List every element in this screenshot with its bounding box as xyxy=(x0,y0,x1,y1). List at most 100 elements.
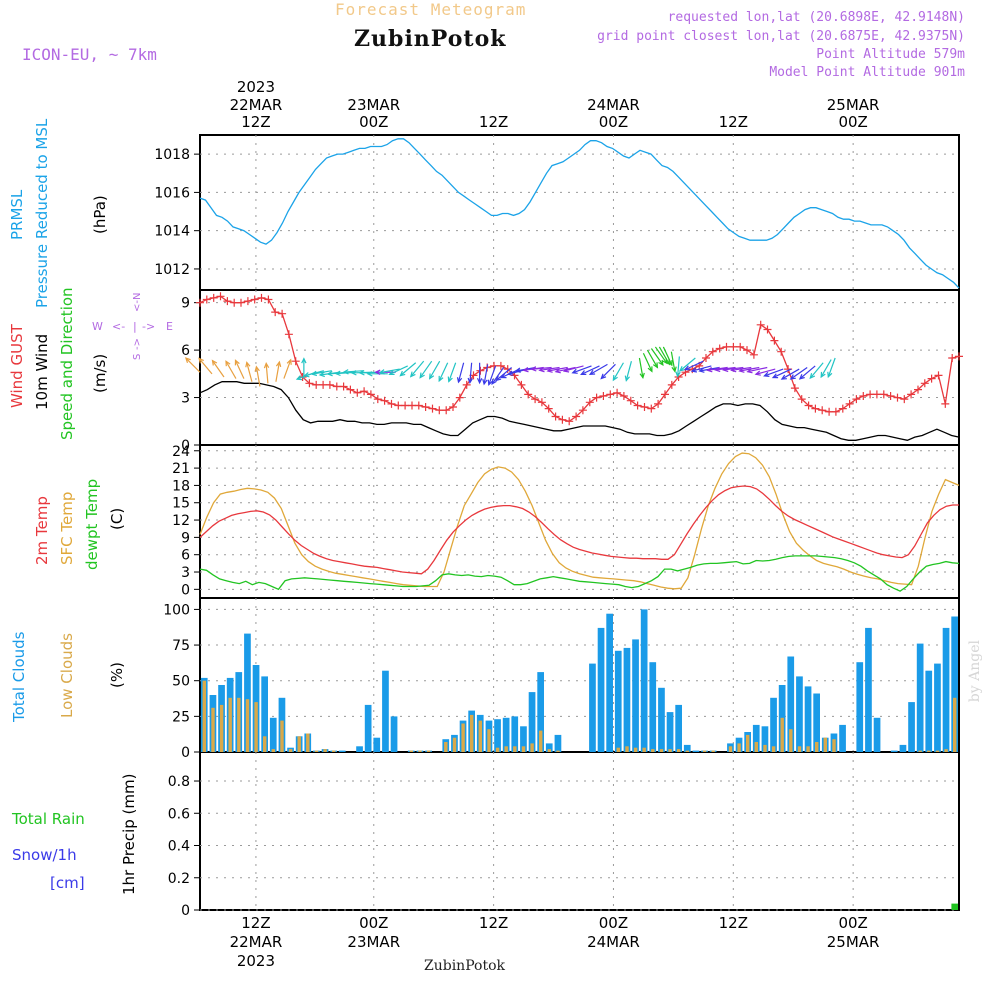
y-tick-label: 1018 xyxy=(154,147,190,163)
wind-arrow xyxy=(658,346,670,365)
wind-arrow xyxy=(691,365,712,372)
gust-marker xyxy=(387,399,396,408)
gust-marker xyxy=(346,385,355,394)
total-cloud-bar xyxy=(511,716,519,752)
wind-arrow xyxy=(572,365,592,374)
y-tick-label: 0 xyxy=(181,582,190,598)
wind-arrow xyxy=(275,361,280,382)
gust-marker xyxy=(756,320,765,329)
wind-arrow xyxy=(234,360,245,379)
low-cloud-bar xyxy=(513,746,517,752)
gust-marker xyxy=(449,403,457,411)
header-title: Forecast Meteogram xyxy=(335,0,527,19)
gust-marker xyxy=(941,399,950,408)
wind-line xyxy=(199,381,960,441)
dewpt-line xyxy=(199,555,960,592)
gust-marker xyxy=(825,407,834,416)
low-cloud-bar xyxy=(556,750,560,752)
gust-marker xyxy=(790,384,799,393)
low-cloud-bar xyxy=(332,750,336,752)
pressure-label-2: Pressure Reduced to MSL xyxy=(33,118,51,308)
total-cloud-bar xyxy=(683,744,691,752)
wind-arrow xyxy=(581,365,600,375)
gust-marker xyxy=(599,392,608,400)
y-tick-label: 0 xyxy=(181,903,190,919)
wind-arrow-head xyxy=(342,369,349,375)
low-cloud-bar xyxy=(539,730,543,752)
pressure-label-1: PRMSL xyxy=(8,189,26,240)
wind-compass: N<-W <- | -> E->S xyxy=(92,293,173,360)
total-cloud-bar xyxy=(899,744,907,752)
y-tick-label: 6 xyxy=(181,548,190,564)
total-cloud-bar xyxy=(942,627,950,752)
wind-arrow-head xyxy=(409,371,416,378)
total-cloud-bar xyxy=(494,719,501,752)
compass-center: | xyxy=(133,320,137,333)
low-cloud-bar xyxy=(495,747,500,752)
wind-arrow-head xyxy=(184,357,191,363)
gust-marker xyxy=(414,401,423,410)
total-cloud-bar xyxy=(934,663,941,752)
low-cloud-bar xyxy=(254,702,258,752)
gust-marker xyxy=(325,380,334,389)
low-cloud-bar xyxy=(426,750,431,752)
wind-arrow-head xyxy=(530,366,537,372)
gust-marker xyxy=(914,385,922,394)
gust-marker xyxy=(237,298,245,307)
wind-arrow xyxy=(589,363,608,375)
gust-marker xyxy=(743,346,751,355)
compass-e-arrow: -> xyxy=(142,320,155,333)
wind-arrow-head xyxy=(714,366,721,373)
bottom-hour-label: 00Z xyxy=(359,914,388,932)
top-hour-label: 00Z xyxy=(599,113,628,131)
low-cloud-bar xyxy=(323,749,327,752)
low-cloud-bar xyxy=(728,746,733,752)
wind-arrow-head xyxy=(562,367,570,373)
total-cloud-bar xyxy=(770,697,777,752)
snow-unit-label: [cm] xyxy=(50,874,85,892)
total-cloud-bar xyxy=(658,687,665,752)
temp2m-label: 2m Temp xyxy=(33,496,51,565)
panel-frame xyxy=(199,134,960,291)
gust-marker xyxy=(927,374,936,383)
wind-arrow-head xyxy=(301,357,307,364)
low-cloud-bar xyxy=(633,747,638,752)
wind-arrow xyxy=(419,360,433,378)
wind-arrow-head xyxy=(514,367,521,373)
low-clouds-label: Low Clouds xyxy=(58,633,76,718)
wind-arrow xyxy=(547,366,568,372)
wind-arrow xyxy=(654,346,668,364)
low-cloud-bar xyxy=(202,680,206,752)
rain-bar xyxy=(951,903,958,910)
low-cloud-bar xyxy=(737,743,741,752)
wind-arrow xyxy=(650,348,664,366)
low-cloud-bar xyxy=(806,746,810,752)
gust-marker xyxy=(770,336,779,345)
top-hour-label: 12Z xyxy=(241,113,270,131)
wind-arrow xyxy=(429,360,441,379)
low-cloud-bar xyxy=(470,714,474,752)
low-cloud-bar xyxy=(677,749,681,752)
gust-marker xyxy=(763,325,772,334)
wind-arrow-head xyxy=(366,371,373,377)
gust-marker xyxy=(893,393,902,402)
low-cloud-bar xyxy=(280,720,284,752)
total-cloud-bar xyxy=(614,650,622,752)
wind-arrow xyxy=(600,363,616,379)
wind-arrow xyxy=(755,368,776,375)
top-hour-label: 00Z xyxy=(838,113,867,131)
total-cloud-bar xyxy=(537,672,544,752)
y-tick-label: 50 xyxy=(172,674,190,690)
gust-marker xyxy=(496,361,505,370)
wind-arrow-head xyxy=(612,375,618,382)
wind-arrow-head xyxy=(225,360,231,367)
total-cloud-bar xyxy=(623,647,631,752)
gust-marker xyxy=(667,380,676,389)
gust-marker xyxy=(319,380,328,389)
y-tick-label: 25 xyxy=(172,709,190,725)
gust-marker xyxy=(394,401,403,410)
gust-marker xyxy=(606,390,615,399)
total-cloud-bar xyxy=(554,734,562,752)
wind-arrow-head xyxy=(438,375,444,383)
location-name: ZubinPotok xyxy=(354,26,507,52)
